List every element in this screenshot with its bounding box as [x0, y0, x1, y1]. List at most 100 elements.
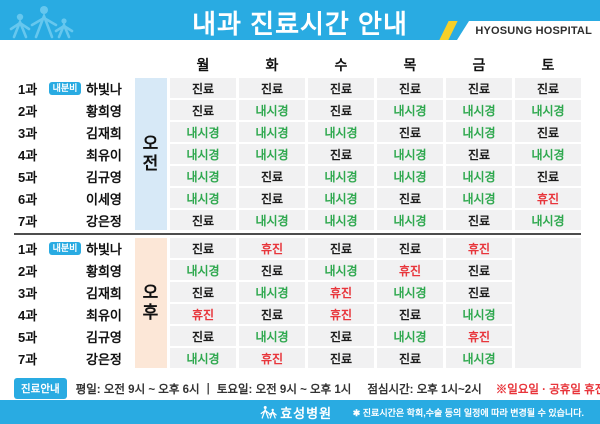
- schedule-cell: 내시경: [377, 100, 443, 120]
- schedule-cell: 내시경: [308, 188, 374, 208]
- dept-number: 7과: [18, 213, 38, 229]
- schedule-cell: 진료: [377, 78, 443, 98]
- badge-slot: 내분비: [44, 81, 86, 95]
- schedule-cell: 진료: [170, 326, 236, 346]
- schedule-cell: 휴진: [239, 348, 305, 368]
- doctor-label: 1과 내분비 하빛나: [14, 238, 132, 258]
- schedule-cell: 휴진: [446, 238, 512, 258]
- lunch-hours: 점심시간: 오후 1시~2시: [367, 383, 482, 396]
- period-char: 오: [142, 283, 160, 303]
- specialty-badge: 내분비: [48, 81, 82, 95]
- schedule-cell: 진료: [515, 78, 581, 98]
- header-bar: 내과 진료시간 안내 HYOSUNG HOSPITAL: [0, 0, 600, 40]
- schedule-cell: 진료: [308, 100, 374, 120]
- holiday-notice: ※일요일 · 공휴일 휴진: [495, 383, 600, 396]
- doctor-name: 최유이: [86, 147, 122, 163]
- dept-number: 3과: [18, 125, 38, 141]
- schedule-cell: 진료: [377, 348, 443, 368]
- schedule-cell: 내시경: [170, 348, 236, 368]
- schedule-cell: 내시경: [308, 260, 374, 280]
- schedule-cell: 내시경: [170, 260, 236, 280]
- period-char: 후: [142, 303, 160, 322]
- schedule-cell: 내시경: [170, 144, 236, 164]
- doctor-label: 6과 이세영: [14, 188, 132, 208]
- saturday-hours: 토요일: 오전 9시 ~ 오후 1시: [216, 383, 352, 396]
- doctor-label: 4과 최유이: [14, 304, 132, 324]
- period-char: 오: [142, 134, 160, 154]
- schedule-cell: 내시경: [446, 166, 512, 186]
- schedule-cell: 휴진: [515, 188, 581, 208]
- logo-people-icon: [260, 406, 277, 419]
- schedule-cell: 진료: [170, 78, 236, 98]
- schedule-cell: 내시경: [239, 122, 305, 142]
- schedule-cell: 휴진: [308, 282, 374, 302]
- schedule-cell: 진료: [446, 78, 512, 98]
- schedule-cell: 진료: [239, 78, 305, 98]
- schedule-cell: 진료: [377, 188, 443, 208]
- schedule-cell: 진료: [170, 282, 236, 302]
- day-header: 토: [541, 57, 555, 73]
- dept-number: 7과: [18, 351, 38, 367]
- hospital-name-tag: HYOSUNG HOSPITAL: [457, 21, 600, 40]
- day-header: 금: [472, 57, 486, 73]
- schedule-cell: 진료: [239, 304, 305, 324]
- hours-separator: |: [206, 382, 210, 395]
- doctor-label: 5과 김규영: [14, 166, 132, 186]
- schedule-cell: 내시경: [377, 210, 443, 230]
- schedule-cell: 진료: [515, 122, 581, 142]
- doctor-name: 최유이: [86, 307, 122, 323]
- schedule-cell: 내시경: [377, 326, 443, 346]
- dept-number: 1과: [18, 81, 38, 97]
- footer-bar: 효성병원 ✱ 진료시간은 학회,수술 등의 일정에 따라 변경될 수 있습니다.: [0, 400, 600, 424]
- schedule-cell: 내시경: [446, 304, 512, 324]
- schedule-cell: 내시경: [446, 100, 512, 120]
- schedule-cell: 내시경: [377, 144, 443, 164]
- doctor-name: 김규영: [86, 329, 122, 345]
- schedule-cell: 내시경: [308, 210, 374, 230]
- day-header: 수: [334, 57, 348, 73]
- schedule-cell: 진료: [446, 282, 512, 302]
- schedule-cell: 진료: [239, 260, 305, 280]
- schedule-cell: 진료: [377, 304, 443, 324]
- doctor-name: 하빛나: [86, 81, 122, 97]
- dept-number: 4과: [18, 307, 38, 323]
- doctor-label: 3과 김재희: [14, 122, 132, 142]
- day-header-spacer: [14, 56, 132, 74]
- doctor-name: 김재희: [86, 125, 122, 141]
- doctor-name: 황희영: [86, 103, 122, 119]
- dept-number: 2과: [18, 263, 38, 279]
- schedule-cell: 내시경: [239, 326, 305, 346]
- schedule-cell: 진료: [377, 238, 443, 258]
- people-figures-icon: [9, 6, 74, 39]
- day-header: 월: [196, 57, 210, 73]
- badge-slot: 내분비: [44, 241, 86, 255]
- hospital-name-en: HYOSUNG HOSPITAL: [475, 24, 592, 37]
- day-header-spacer: [135, 56, 167, 74]
- doctor-name: 김규영: [86, 169, 122, 185]
- hospital-logo-text: 효성병원: [280, 405, 333, 421]
- doctor-label: 1과 내분비 하빛나: [14, 78, 132, 98]
- section-divider: [14, 233, 581, 235]
- footer-note: ✱ 진료시간은 학회,수술 등의 일정에 따라 변경될 수 있습니다.: [352, 407, 584, 418]
- doctor-name: 강은정: [86, 213, 122, 229]
- doctor-label: 5과 김규영: [14, 326, 132, 346]
- schedule-cell: 내시경: [170, 166, 236, 186]
- dept-number: 4과: [18, 147, 38, 163]
- doctor-label: 4과 최유이: [14, 144, 132, 164]
- schedule-cell: 휴진: [239, 238, 305, 258]
- dept-number: 3과: [18, 285, 38, 301]
- doctor-label: 3과 김재희: [14, 282, 132, 302]
- doctor-label: 2과 황희영: [14, 260, 132, 280]
- schedule-cell: 진료: [308, 348, 374, 368]
- schedule-cell: 내시경: [446, 122, 512, 142]
- doctor-label: 7과 강은정: [14, 348, 132, 368]
- schedule-cell: 내시경: [308, 122, 374, 142]
- dept-number: 5과: [18, 329, 38, 345]
- dept-number: 5과: [18, 169, 38, 185]
- empty-saturday-cell: [515, 238, 581, 368]
- schedule-cell: 내시경: [446, 348, 512, 368]
